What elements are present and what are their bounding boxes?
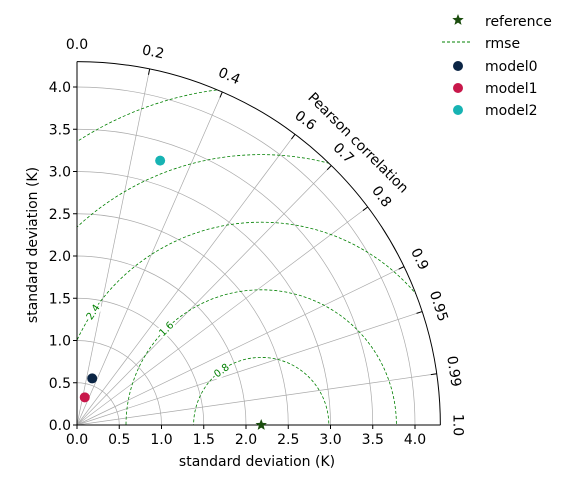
rmse-contour-1 bbox=[125, 289, 397, 426]
rmse-contour-label-bg-3 bbox=[2, 311, 20, 332]
x-tick-label-2: 1.0 bbox=[150, 432, 172, 448]
corr-tick-label-7: 0.95 bbox=[426, 289, 451, 324]
y-tick-label-0: 0.0 bbox=[49, 418, 71, 434]
angular-axis-label: Pearson correlation bbox=[304, 90, 411, 197]
corr-tick-label-8: 0.99 bbox=[443, 355, 463, 388]
corr-tick-label-1: 0.2 bbox=[141, 42, 166, 62]
rmse-contour-label-2: 2.4 bbox=[85, 303, 103, 322]
y-tick-label-7: 3.5 bbox=[49, 122, 71, 138]
x-tick-label-0: 0.0 bbox=[66, 432, 88, 448]
legend: reference rmse model0 model1 model2 bbox=[442, 14, 552, 119]
reference-point bbox=[255, 419, 267, 430]
y-tick-label-8: 4.0 bbox=[49, 80, 71, 96]
y-tick-label-6: 3.0 bbox=[49, 165, 71, 181]
rmse-contour-label-bg-0 bbox=[210, 360, 233, 381]
corr-tick-label-3: 0.6 bbox=[291, 108, 318, 134]
x-tick-label-7: 3.5 bbox=[362, 432, 384, 448]
corr-tick-3 bbox=[291, 134, 296, 140]
rmse-contour-label-bg-1 bbox=[155, 318, 177, 340]
legend-model2-marker bbox=[453, 105, 463, 115]
corr-grid-line-1 bbox=[76, 68, 151, 426]
y-tick-label-3: 1.5 bbox=[49, 291, 71, 307]
rmse-contour-2 bbox=[77, 221, 441, 426]
y-axis-label: standard deviation (K) bbox=[25, 167, 41, 323]
y-tick-label-1: 0.5 bbox=[49, 376, 71, 392]
x-axis-label: standard deviation (K) bbox=[179, 454, 335, 470]
rmse-contour-label-3: 3.2 bbox=[4, 313, 20, 332]
rmse-contour-label-bg-2 bbox=[82, 301, 103, 323]
corr-tick-label-6: 0.9 bbox=[407, 246, 431, 273]
corr-grid-line-6 bbox=[76, 266, 405, 426]
outer-arc bbox=[76, 61, 441, 426]
corr-grid-line-5 bbox=[76, 206, 368, 426]
corr-tick-label-9: 1.0 bbox=[449, 414, 465, 436]
model0-point bbox=[87, 373, 98, 384]
x-tick-label-1: 0.5 bbox=[108, 432, 130, 448]
corr-tick-4 bbox=[326, 165, 332, 171]
corr-grid-line-8 bbox=[76, 373, 437, 426]
legend-reference-label: reference bbox=[485, 14, 552, 30]
corr-grid-line-7 bbox=[76, 311, 423, 426]
y-tick-label-4: 2.0 bbox=[49, 249, 71, 265]
corr-grid-line-4 bbox=[76, 165, 332, 426]
std-grid-arc-5 bbox=[76, 171, 331, 426]
std-grid-arc-7 bbox=[76, 86, 416, 426]
x-tick-label-6: 3.0 bbox=[319, 432, 341, 448]
rmse-contour-4 bbox=[77, 86, 441, 426]
legend-reference-marker bbox=[452, 14, 464, 25]
corr-tick-8 bbox=[430, 373, 437, 376]
plot-frame bbox=[76, 61, 441, 426]
x-tick-label-3: 1.5 bbox=[193, 432, 215, 448]
corr-tick-6 bbox=[398, 266, 405, 270]
rmse-contour-layer: 0.81.62.43.24.0 bbox=[2, 86, 441, 426]
corr-tick-label-0: 0.0 bbox=[66, 37, 88, 53]
corr-tick-label-2: 0.4 bbox=[216, 65, 243, 89]
legend-model2-label: model2 bbox=[485, 103, 538, 119]
y-tick-label-5: 2.5 bbox=[49, 207, 71, 223]
legend-model1-label: model1 bbox=[485, 81, 538, 97]
model2-point bbox=[155, 155, 166, 166]
corr-grid-line-3 bbox=[76, 134, 296, 426]
std-grid-arc-6 bbox=[76, 128, 374, 426]
std-grid-arc-0 bbox=[76, 382, 120, 426]
legend-model1-marker bbox=[453, 83, 463, 93]
rmse-contour-label-0: 0.8 bbox=[212, 362, 231, 380]
corr-tick-label-5: 0.8 bbox=[368, 183, 394, 210]
corr-grid-line-2 bbox=[76, 91, 223, 426]
rmse-contour-label-1: 1.6 bbox=[157, 320, 176, 339]
axis-ticks: 0.00.00.50.51.01.01.51.52.02.02.52.53.03… bbox=[49, 37, 466, 448]
legend-rmse-label: rmse bbox=[485, 36, 520, 52]
x-tick-label-8: 4.0 bbox=[404, 432, 426, 448]
legend-model0-label: model0 bbox=[485, 59, 538, 75]
legend-model0-marker bbox=[453, 61, 463, 71]
model1-point bbox=[79, 392, 90, 403]
std-grid-arc-4 bbox=[76, 213, 289, 426]
x-tick-label-5: 2.5 bbox=[277, 432, 299, 448]
data-points bbox=[79, 155, 267, 430]
corr-tick-5 bbox=[362, 206, 368, 211]
std-grid-arc-3 bbox=[76, 255, 247, 426]
corr-tick-7 bbox=[416, 311, 423, 314]
grid-layer bbox=[76, 68, 437, 426]
y-tick-label-2: 1.0 bbox=[49, 334, 71, 350]
corr-tick-2 bbox=[219, 91, 223, 98]
corr-tick-1 bbox=[147, 68, 151, 75]
x-tick-label-4: 2.0 bbox=[235, 432, 257, 448]
